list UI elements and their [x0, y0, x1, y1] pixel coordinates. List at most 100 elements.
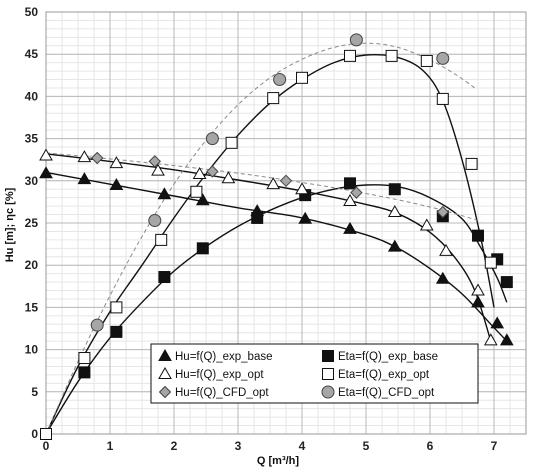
y-tick-label: 45 — [25, 47, 39, 61]
x-tick-label: 5 — [363, 439, 370, 453]
data-point-eta-f-q-exp-opt — [420, 54, 433, 67]
legend-marker — [322, 368, 334, 380]
y-tick-label: 35 — [25, 132, 39, 146]
legend-marker — [158, 348, 172, 361]
data-point-eta-f-q-cfd-opt — [90, 318, 104, 332]
data-point-eta-f-q-exp-opt — [436, 92, 449, 105]
data-point-eta-f-q-exp-base — [500, 276, 513, 289]
y-tick-label: 50 — [25, 5, 39, 19]
x-tick-label: 1 — [107, 439, 114, 453]
series-line-eta-f-q-cfd-opt — [45, 42, 476, 435]
x-axis-ticks: 0 1 2 3 4 5 6 7 — [43, 439, 498, 453]
y-tick-label: 15 — [25, 300, 39, 314]
data-point-hu-f-q-exp-base — [39, 166, 53, 179]
data-point-hu-f-q-exp-opt — [266, 177, 281, 190]
legend-label: Eta=f(Q)_exp_opt — [338, 369, 430, 381]
data-point-hu-f-q-exp-base — [471, 295, 485, 308]
data-point-hu-f-q-exp-base — [499, 333, 514, 346]
data-point-eta-f-q-cfd-opt — [349, 33, 363, 47]
data-point-hu-f-q-exp-base — [298, 211, 313, 224]
data-point-hu-f-q-exp-base — [77, 172, 92, 185]
data-point-hu-f-q-exp-opt — [439, 243, 453, 256]
data-point-eta-f-q-exp-base — [158, 271, 171, 284]
data-point-hu-f-q-exp-base — [435, 271, 450, 284]
data-point-eta-f-q-exp-opt — [344, 49, 356, 62]
data-point-eta-f-q-exp-opt — [296, 71, 308, 84]
data-point-hu-f-q-exp-opt — [343, 194, 357, 207]
data-point-eta-f-q-exp-opt — [267, 92, 280, 105]
x-tick-label: 2 — [171, 439, 178, 453]
x-tick-label: 6 — [427, 439, 434, 453]
data-point-hu-f-q-exp-opt — [39, 148, 53, 161]
legend-label: Hu=f(Q)_exp_base — [175, 351, 273, 363]
x-axis-title: Q [m³/h] — [257, 455, 299, 467]
data-point-hu-f-q-exp-base — [343, 221, 357, 234]
plot-frame — [45, 11, 527, 435]
legend-marker — [158, 385, 172, 399]
legend-label: Eta=f(Q)_exp_base — [338, 351, 438, 363]
data-point-eta-f-q-exp-opt — [225, 136, 238, 149]
series-line-hu-f-q-exp-opt — [45, 153, 492, 342]
data-point-eta-f-q-exp-opt — [110, 301, 123, 314]
data-point-hu-f-q-exp-opt — [221, 171, 236, 184]
data-point-hu-f-q-exp-opt — [471, 283, 485, 296]
data-point-eta-f-q-exp-base — [388, 183, 401, 196]
y-tick-label: 30 — [25, 174, 39, 188]
data-point-hu-f-q-cfd-opt — [436, 205, 450, 219]
data-point-eta-f-q-exp-opt — [465, 157, 478, 170]
x-tick-label: 3 — [235, 439, 242, 453]
y-tick-label: 0 — [31, 427, 38, 441]
legend-marker — [322, 350, 334, 362]
data-point-eta-f-q-exp-opt — [190, 185, 203, 198]
data-point-hu-f-q-exp-opt — [77, 150, 92, 163]
data-point-hu-f-q-exp-opt — [192, 167, 207, 180]
data-point-eta-f-q-exp-opt — [155, 233, 168, 246]
data-point-hu-f-q-cfd-opt — [279, 174, 293, 188]
data-point-eta-f-q-exp-opt — [40, 428, 52, 440]
data-point-eta-f-q-exp-base — [78, 366, 91, 379]
data-point-hu-f-q-cfd-opt — [350, 186, 363, 199]
data-point-hu-f-q-cfd-opt — [206, 165, 219, 178]
data-point-hu-f-q-exp-base — [157, 187, 172, 200]
y-tick-label: 10 — [25, 343, 39, 357]
data-point-hu-f-q-cfd-opt — [90, 151, 104, 165]
data-point-eta-f-q-cfd-opt — [148, 213, 162, 227]
data-point-eta-f-q-exp-base — [196, 242, 209, 255]
series-markers — [39, 33, 514, 440]
data-point-hu-f-q-exp-opt — [387, 205, 402, 218]
data-point-hu-f-q-exp-opt — [419, 218, 434, 231]
legend-marker — [321, 385, 335, 399]
y-tick-label: 25 — [25, 216, 39, 230]
legend-label: Hu=f(Q)_exp_opt — [175, 369, 264, 381]
data-point-eta-f-q-exp-opt — [78, 352, 91, 365]
data-point-eta-f-q-exp-base — [344, 177, 356, 190]
y-tick-label: 5 — [31, 385, 38, 399]
data-point-eta-f-q-exp-opt — [484, 256, 497, 269]
y-axis-ticks: 0 5 10 15 20 25 30 35 40 45 50 — [25, 5, 39, 441]
data-point-hu-f-q-exp-base — [490, 316, 505, 329]
legend-label: Hu=f(Q)_CFD_opt — [175, 387, 269, 399]
legend-label: Eta=f(Q)_CFD_opt — [338, 387, 435, 399]
data-point-hu-f-q-exp-opt — [109, 156, 124, 169]
y-axis-title: Hu [m]; ηc [%] — [4, 187, 16, 262]
data-point-hu-f-q-exp-base — [195, 193, 210, 206]
series-line-hu-f-q-exp-base — [45, 171, 508, 342]
data-point-eta-f-q-cfd-opt — [205, 132, 219, 146]
data-point-hu-f-q-exp-base — [387, 239, 402, 252]
legend-marker — [158, 366, 172, 379]
data-point-eta-f-q-exp-base — [110, 325, 123, 338]
legend: Hu=f(Q)_exp_base Eta=f(Q)_exp_base Hu=f(Q)… — [150, 343, 479, 404]
data-point-eta-f-q-exp-base — [251, 211, 264, 224]
x-tick-label: 7 — [491, 439, 498, 453]
legend-box — [150, 343, 479, 404]
data-point-eta-f-q-exp-base — [472, 229, 484, 242]
y-tick-label: 40 — [25, 89, 39, 103]
data-point-eta-f-q-exp-opt — [385, 49, 398, 62]
data-point-hu-f-q-cfd-opt — [148, 155, 162, 168]
x-tick-label: 0 — [43, 439, 50, 453]
data-point-hu-f-q-exp-opt — [295, 182, 309, 195]
y-tick-label: 20 — [25, 258, 39, 272]
data-point-eta-f-q-cfd-opt — [273, 73, 287, 87]
